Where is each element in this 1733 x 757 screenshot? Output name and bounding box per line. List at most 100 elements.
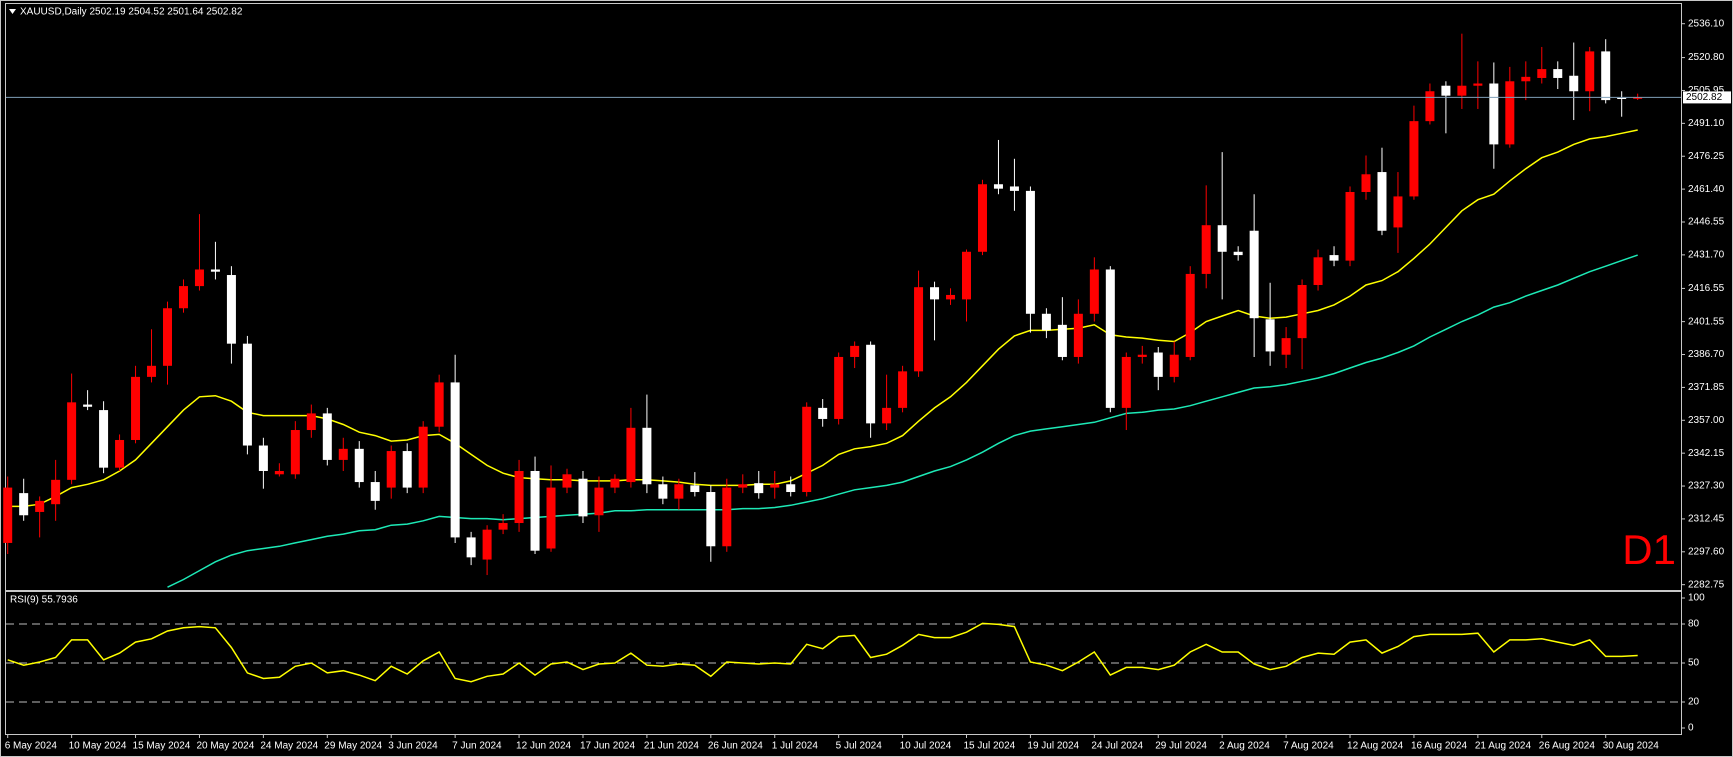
candle-body xyxy=(930,287,940,300)
rsi-line xyxy=(7,622,1638,683)
timeframe-annotation: D1 xyxy=(1622,526,1676,573)
x-tick-label: 16 Aug 2024 xyxy=(1411,741,1468,752)
candle-body xyxy=(1297,284,1307,339)
candle-body xyxy=(1121,356,1131,408)
candle-body xyxy=(530,470,540,551)
candle-body xyxy=(482,529,492,560)
candle-body xyxy=(1185,273,1195,357)
x-tick-label: 30 Aug 2024 xyxy=(1603,741,1660,752)
y-tick-label: 2431.70 xyxy=(1688,250,1725,261)
x-tick-label: 26 Jun 2024 xyxy=(708,741,763,752)
x-tick-label: 21 Aug 2024 xyxy=(1475,741,1532,752)
candle-body xyxy=(1153,352,1163,377)
x-tick-label: 2 Aug 2024 xyxy=(1219,741,1270,752)
candle-body xyxy=(434,382,444,427)
candle-body xyxy=(1569,75,1579,92)
y-tick-label: 2312.45 xyxy=(1688,514,1725,525)
x-tick-label: 15 Jul 2024 xyxy=(964,741,1016,752)
x-tick-label: 10 May 2024 xyxy=(69,741,127,752)
candle-body xyxy=(786,484,796,493)
y-tick-label: 2342.15 xyxy=(1688,448,1725,459)
candle-body xyxy=(306,413,316,431)
candle-body xyxy=(1633,97,1643,99)
main-pane-frame xyxy=(5,3,1682,591)
candle-body xyxy=(578,478,588,517)
candle-body xyxy=(386,451,396,488)
candle-body xyxy=(546,487,556,549)
y-tick-label: 80 xyxy=(1688,619,1700,630)
menu-triangle[interactable] xyxy=(9,9,16,14)
candle-body xyxy=(674,484,684,499)
candle-body xyxy=(594,487,604,516)
candle-body xyxy=(35,500,45,512)
x-tick-label: 21 Jun 2024 xyxy=(644,741,699,752)
candle-body xyxy=(1009,186,1019,191)
x-tick-label: 12 Jun 2024 xyxy=(516,741,571,752)
candle-body xyxy=(258,445,268,471)
x-tick-label: 19 Jul 2024 xyxy=(1027,741,1079,752)
candle-body xyxy=(802,406,812,493)
candle-body xyxy=(402,451,412,488)
candle-body xyxy=(1409,121,1419,197)
candle-body xyxy=(946,294,956,300)
candle-body xyxy=(3,487,13,543)
candle-body xyxy=(1169,354,1179,377)
x-tick-label: 24 May 2024 xyxy=(260,741,318,752)
candle-body xyxy=(115,439,125,468)
x-tick-label: 17 Jun 2024 xyxy=(580,741,635,752)
candle-body xyxy=(1601,51,1611,101)
candle-body xyxy=(338,448,348,460)
candle-body xyxy=(1489,83,1499,145)
candle-body xyxy=(770,484,780,488)
candle-body xyxy=(1249,230,1259,319)
candle-body xyxy=(147,365,157,377)
current-price-label: 2502.82 xyxy=(1686,92,1723,103)
moving-average-line xyxy=(167,254,1638,588)
candle-body xyxy=(1393,196,1403,228)
x-tick-label: 10 Jul 2024 xyxy=(900,741,952,752)
y-tick-label: 0 xyxy=(1688,723,1694,734)
x-tick-label: 5 Jul 2024 xyxy=(836,741,883,752)
candle-body xyxy=(1265,319,1275,352)
moving-average-line xyxy=(7,129,1638,508)
candle-body xyxy=(818,407,828,419)
candle-body xyxy=(466,537,476,558)
candle-body xyxy=(738,484,748,488)
candle-body xyxy=(1505,81,1515,145)
candle-body xyxy=(754,483,764,494)
y-tick-label: 2282.75 xyxy=(1688,579,1725,590)
y-tick-label: 2371.85 xyxy=(1688,382,1725,393)
current-price-box xyxy=(1683,91,1731,104)
candle-body xyxy=(370,482,380,501)
candle-body xyxy=(242,343,252,446)
x-tick-label: 3 Jun 2024 xyxy=(388,741,438,752)
x-tick-label: 7 Aug 2024 xyxy=(1283,741,1334,752)
candle-body xyxy=(658,484,668,499)
x-tick-label: 12 Aug 2024 xyxy=(1347,741,1404,752)
candle-body xyxy=(1361,174,1371,192)
candle-body xyxy=(1617,97,1627,99)
x-tick-label: 29 Jul 2024 xyxy=(1155,741,1207,752)
candle-body xyxy=(163,308,172,366)
chart-title: XAUUSD,Daily 2502.19 2504.52 2501.64 250… xyxy=(20,7,243,18)
y-tick-label: 2357.00 xyxy=(1688,415,1725,426)
y-tick-label: 2461.40 xyxy=(1688,184,1725,195)
candle-body xyxy=(1553,69,1563,78)
candle-body xyxy=(866,344,876,424)
candle-body xyxy=(1041,313,1051,331)
y-tick-label: 2491.10 xyxy=(1688,118,1725,129)
candle-body xyxy=(690,485,700,493)
y-tick-label: 2327.30 xyxy=(1688,481,1725,492)
y-tick-label: 2536.10 xyxy=(1688,18,1725,29)
y-tick-label: 2416.55 xyxy=(1688,283,1725,294)
candle-body xyxy=(882,407,892,424)
candle-body xyxy=(274,470,284,475)
candle-body xyxy=(1201,225,1211,274)
candle-body xyxy=(226,275,236,344)
candle-body xyxy=(1217,225,1227,252)
candle-body xyxy=(962,251,971,300)
candle-body xyxy=(914,287,924,372)
candle-body xyxy=(1441,85,1451,96)
y-tick-label: 2505.95 xyxy=(1688,85,1725,96)
